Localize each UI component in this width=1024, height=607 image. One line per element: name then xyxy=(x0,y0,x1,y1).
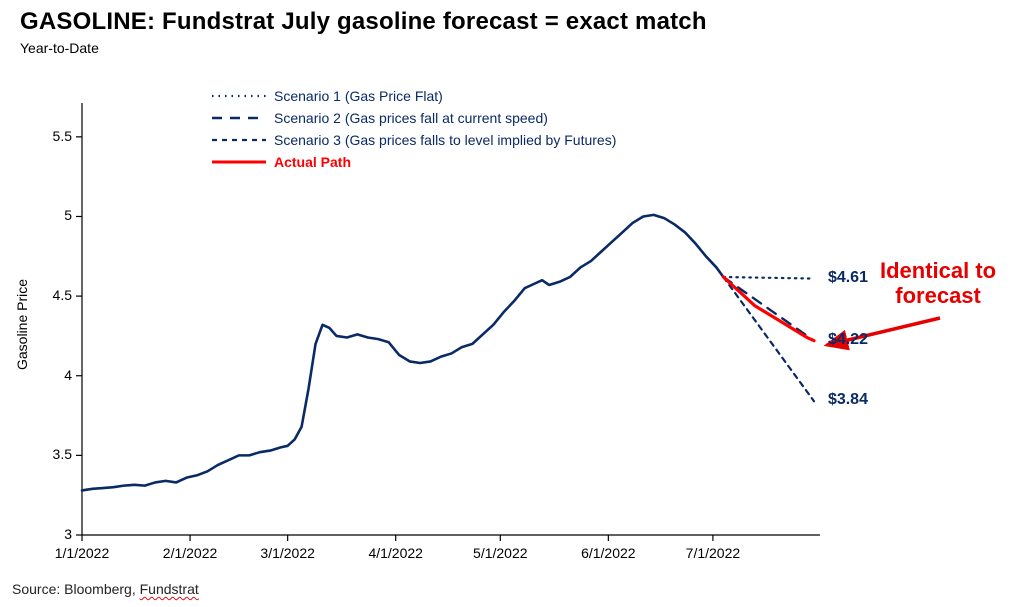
legend-item-actual: Actual Path xyxy=(210,151,616,173)
y-tick-label: 5 xyxy=(28,207,72,223)
series-main xyxy=(82,215,723,491)
x-tick-label: 7/1/2022 xyxy=(686,545,741,561)
legend-item-scenario3: Scenario 3 (Gas prices falls to level im… xyxy=(210,129,616,151)
legend-label: Scenario 2 (Gas prices fall at current s… xyxy=(274,110,548,126)
x-tick-label: 1/1/2022 xyxy=(55,545,110,561)
y-tick-label: 3.5 xyxy=(28,446,72,462)
legend-swatch xyxy=(210,129,268,151)
series-scenario1 xyxy=(723,277,814,279)
data-label: $4.22 xyxy=(828,331,868,349)
source-fundstrat: Fundstrat xyxy=(140,581,199,597)
data-label: $3.84 xyxy=(828,391,868,409)
y-tick-label: 4 xyxy=(28,367,72,383)
x-tick-label: 5/1/2022 xyxy=(473,545,528,561)
x-tick-label: 6/1/2022 xyxy=(581,545,636,561)
legend-label: Actual Path xyxy=(274,154,351,170)
y-tick-label: 4.5 xyxy=(28,287,72,303)
legend: Scenario 1 (Gas Price Flat) Scenario 2 (G… xyxy=(210,85,616,173)
y-tick-label: 5.5 xyxy=(28,128,72,144)
x-tick-label: 3/1/2022 xyxy=(260,545,315,561)
data-label: $4.61 xyxy=(828,269,868,287)
legend-swatch xyxy=(210,151,268,173)
legend-label: Scenario 1 (Gas Price Flat) xyxy=(274,88,443,104)
legend-label: Scenario 3 (Gas prices falls to level im… xyxy=(274,132,616,148)
source-text: Source: Bloomberg, Fundstrat xyxy=(12,581,199,597)
legend-item-scenario1: Scenario 1 (Gas Price Flat) xyxy=(210,85,616,107)
series-scenario3 xyxy=(723,277,814,401)
series-scenario2 xyxy=(723,277,814,341)
x-tick-label: 2/1/2022 xyxy=(163,545,218,561)
legend-item-scenario2: Scenario 2 (Gas prices fall at current s… xyxy=(210,107,616,129)
annotation-text: Identical toforecast xyxy=(880,258,996,309)
legend-swatch xyxy=(210,85,268,107)
legend-swatch xyxy=(210,107,268,129)
y-tick-label: 3 xyxy=(28,526,72,542)
x-tick-label: 4/1/2022 xyxy=(368,545,423,561)
